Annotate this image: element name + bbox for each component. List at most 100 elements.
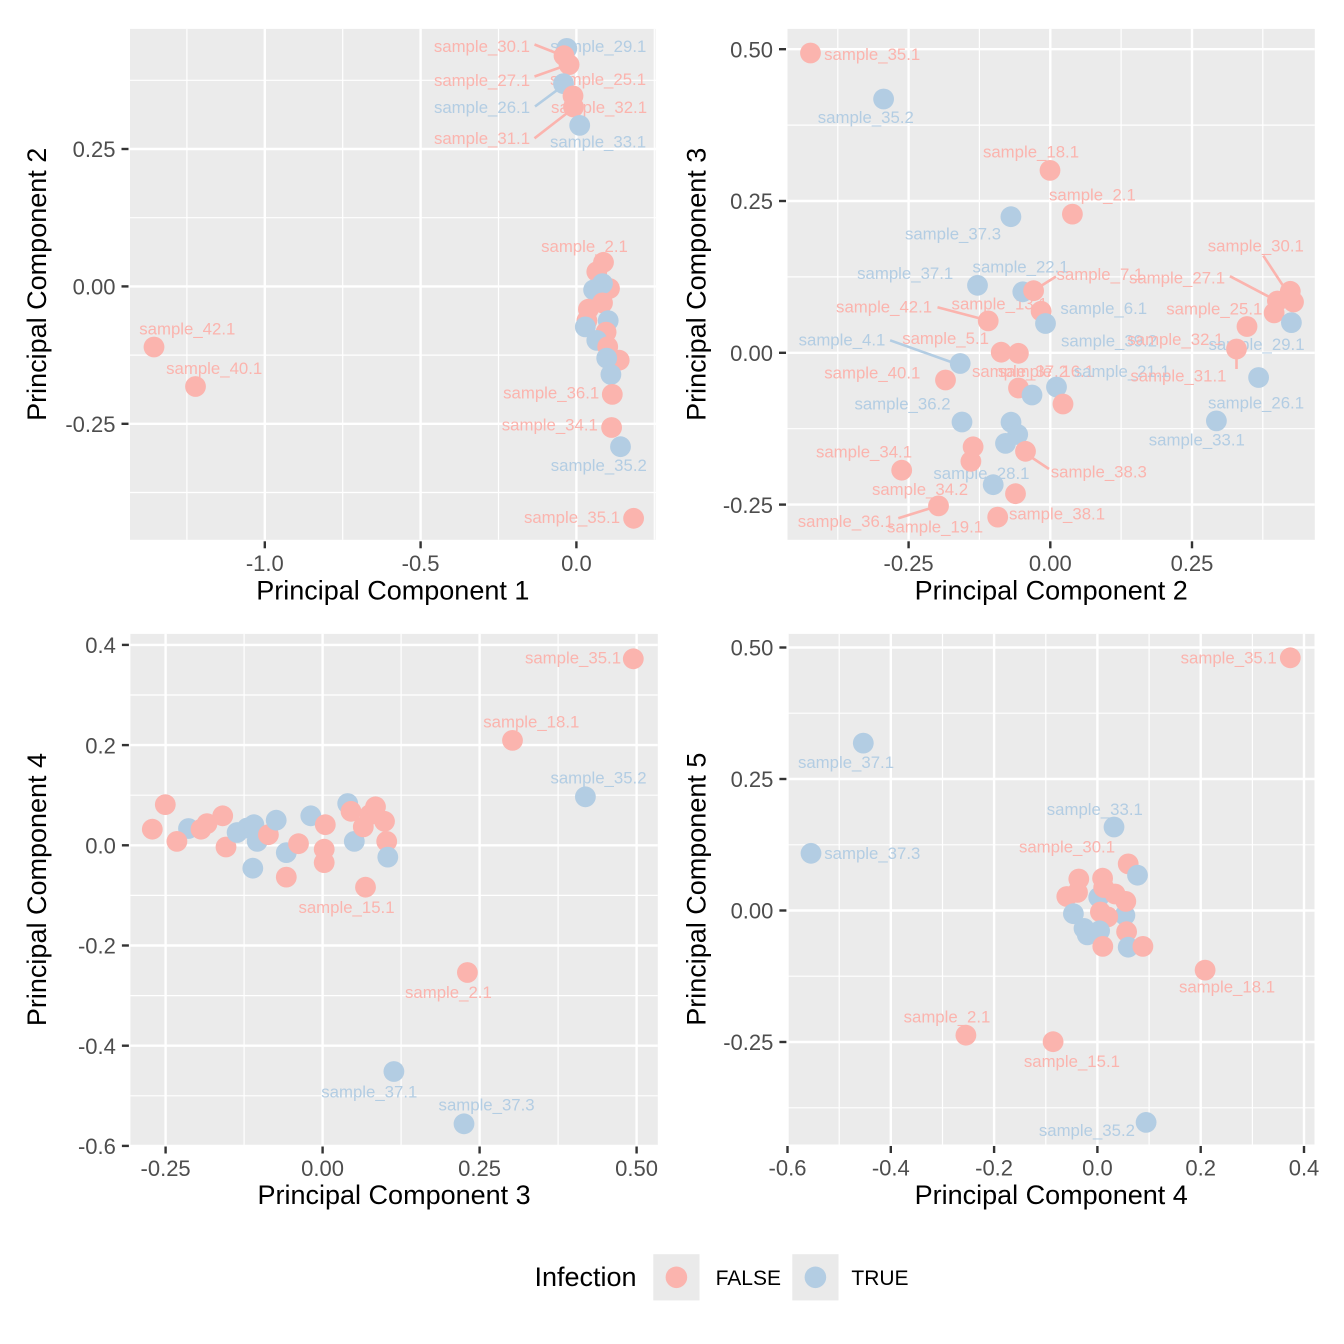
svg-text:Principal Component 3: Principal Component 3 (682, 148, 712, 421)
svg-text:sample_18.1: sample_18.1 (983, 143, 1079, 162)
svg-text:sample_29.1: sample_29.1 (1208, 335, 1304, 354)
svg-text:sample_28.1: sample_28.1 (933, 464, 1029, 483)
svg-text:-0.25: -0.25 (723, 493, 773, 518)
svg-text:-0.2: -0.2 (975, 1156, 1013, 1181)
svg-text:sample_15.1: sample_15.1 (1024, 1052, 1120, 1071)
svg-text:sample_33.1: sample_33.1 (550, 132, 646, 151)
svg-text:0.00: 0.00 (731, 899, 774, 924)
svg-text:-0.4: -0.4 (78, 1034, 116, 1059)
svg-text:sample_36.1: sample_36.1 (798, 512, 894, 531)
svg-text:sample_35.1: sample_35.1 (824, 45, 920, 64)
svg-text:sample_35.1: sample_35.1 (524, 508, 620, 527)
svg-text:sample_35.2: sample_35.2 (551, 456, 647, 475)
svg-text:sample_5.1: sample_5.1 (902, 329, 989, 348)
svg-text:0.50: 0.50 (730, 37, 773, 62)
svg-text:sample_37.2: sample_37.2 (972, 362, 1068, 381)
svg-text:sample_32.1: sample_32.1 (1127, 330, 1223, 349)
svg-text:-1.0: -1.0 (246, 551, 284, 576)
svg-text:sample_30.1: sample_30.1 (1208, 237, 1304, 256)
svg-text:sample_7.1: sample_7.1 (1057, 265, 1144, 284)
svg-text:Infection: Infection (535, 1262, 637, 1292)
svg-text:0.0: 0.0 (85, 834, 116, 859)
svg-text:sample_37.3: sample_37.3 (824, 844, 920, 863)
svg-text:sample_37.3: sample_37.3 (905, 225, 1001, 244)
svg-text:sample_34.1: sample_34.1 (816, 443, 912, 462)
svg-text:sample_2.1: sample_2.1 (904, 1008, 991, 1027)
svg-text:sample_40.1: sample_40.1 (824, 363, 920, 382)
svg-text:sample_2.1: sample_2.1 (405, 983, 492, 1002)
svg-text:sample_18.1: sample_18.1 (1179, 978, 1275, 997)
svg-text:0.4: 0.4 (1289, 1156, 1320, 1181)
svg-text:0.00: 0.00 (1029, 551, 1072, 576)
svg-text:-0.5: -0.5 (402, 551, 440, 576)
svg-text:sample_35.1: sample_35.1 (525, 649, 621, 668)
svg-text:0.00: 0.00 (73, 275, 116, 300)
svg-text:0.50: 0.50 (615, 1156, 658, 1181)
svg-text:sample_42.1: sample_42.1 (836, 298, 932, 317)
svg-text:-0.6: -0.6 (78, 1134, 116, 1159)
svg-text:Principal Component 1: Principal Component 1 (256, 576, 529, 606)
svg-text:-0.25: -0.25 (141, 1156, 191, 1181)
svg-text:sample_4.1: sample_4.1 (799, 330, 886, 349)
svg-text:Principal Component 3: Principal Component 3 (258, 1180, 531, 1210)
svg-text:0.2: 0.2 (1185, 1156, 1216, 1181)
svg-text:-0.25: -0.25 (65, 412, 115, 437)
svg-text:0.00: 0.00 (301, 1156, 344, 1181)
svg-text:0.25: 0.25 (730, 189, 773, 214)
svg-text:sample_27.1: sample_27.1 (434, 71, 530, 90)
svg-text:sample_39.2: sample_39.2 (1061, 332, 1157, 351)
svg-text:0.25: 0.25 (458, 1156, 501, 1181)
svg-text:sample_42.1: sample_42.1 (139, 320, 235, 339)
svg-text:sample_35.2: sample_35.2 (818, 108, 914, 127)
svg-text:0.25: 0.25 (731, 767, 774, 792)
svg-text:Principal Component 4: Principal Component 4 (915, 1180, 1188, 1210)
svg-text:sample_35.1: sample_35.1 (1181, 649, 1277, 668)
svg-text:sample_38.1: sample_38.1 (1009, 505, 1105, 524)
svg-text:sample_2.1: sample_2.1 (541, 237, 628, 256)
svg-text:sample_37.1: sample_37.1 (321, 1083, 417, 1102)
svg-text:sample_40.1: sample_40.1 (166, 359, 262, 378)
svg-text:sample_37.1: sample_37.1 (857, 264, 953, 283)
svg-text:0.00: 0.00 (730, 341, 773, 366)
svg-text:Principal Component 2: Principal Component 2 (915, 576, 1188, 606)
svg-text:sample_26.1: sample_26.1 (1208, 394, 1304, 413)
svg-text:-0.2: -0.2 (78, 934, 116, 959)
svg-text:sample_37.1: sample_37.1 (798, 753, 894, 772)
svg-text:sample_21.1: sample_21.1 (1074, 362, 1170, 381)
svg-text:0.25: 0.25 (1171, 551, 1214, 576)
svg-text:-0.4: -0.4 (872, 1156, 910, 1181)
svg-text:Principal Component 2: Principal Component 2 (22, 148, 52, 421)
svg-text:0.25: 0.25 (73, 137, 116, 162)
svg-text:sample_34.1: sample_34.1 (502, 415, 598, 434)
svg-text:sample_31.1: sample_31.1 (434, 129, 530, 148)
svg-text:sample_18.1: sample_18.1 (483, 712, 579, 731)
svg-text:0.4: 0.4 (85, 633, 116, 658)
svg-text:0.2: 0.2 (85, 733, 116, 758)
svg-text:sample_27.1: sample_27.1 (1129, 268, 1225, 287)
svg-text:sample_38.3: sample_38.3 (1051, 463, 1147, 482)
svg-text:sample_26.1: sample_26.1 (434, 98, 530, 117)
svg-text:-0.25: -0.25 (884, 551, 934, 576)
svg-text:0.0: 0.0 (1082, 1156, 1113, 1181)
svg-text:-0.25: -0.25 (723, 1030, 773, 1055)
svg-text:sample_22.1: sample_22.1 (973, 258, 1069, 277)
svg-text:sample_33.1: sample_33.1 (1047, 800, 1143, 819)
svg-text:TRUE: TRUE (851, 1267, 908, 1290)
svg-text:sample_36.2: sample_36.2 (854, 395, 950, 414)
svg-text:sample_15.1: sample_15.1 (298, 898, 394, 917)
svg-text:sample_34.2: sample_34.2 (872, 480, 968, 499)
svg-text:FALSE: FALSE (716, 1267, 781, 1290)
svg-text:sample_31.1: sample_31.1 (1130, 367, 1226, 386)
svg-text:sample_25.1: sample_25.1 (550, 70, 646, 89)
svg-text:sample_16.1: sample_16.1 (998, 362, 1094, 381)
svg-text:sample_19.1: sample_19.1 (887, 518, 983, 537)
svg-text:Principal Component 4: Principal Component 4 (22, 753, 52, 1026)
svg-text:0.50: 0.50 (731, 636, 774, 661)
svg-text:sample_36.1: sample_36.1 (503, 384, 599, 403)
svg-text:0.0: 0.0 (561, 551, 592, 576)
svg-text:Principal Component 5: Principal Component 5 (682, 753, 712, 1026)
svg-text:sample_37.3: sample_37.3 (439, 1095, 535, 1114)
svg-text:-0.6: -0.6 (769, 1156, 807, 1181)
svg-text:sample_6.1: sample_6.1 (1060, 299, 1147, 318)
svg-text:sample_30.1: sample_30.1 (1019, 838, 1115, 857)
